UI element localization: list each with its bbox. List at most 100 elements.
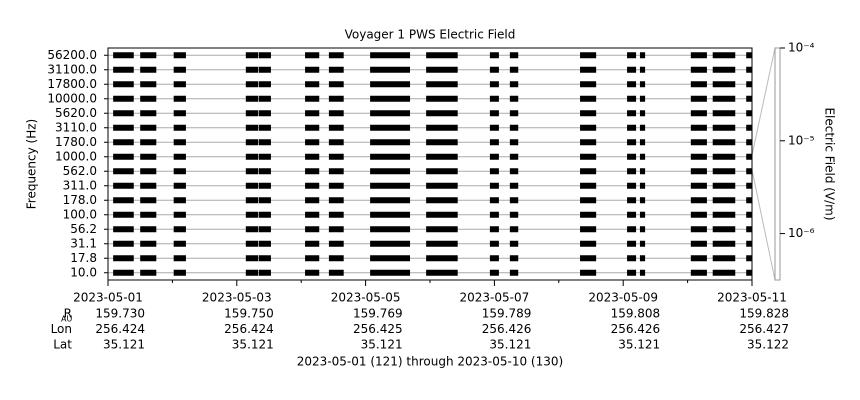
coverage-bar — [746, 81, 752, 88]
coverage-bar — [639, 153, 646, 160]
y-tick-label: 178.0 — [63, 193, 97, 207]
coverage-bar — [113, 124, 134, 131]
coverage-bar — [509, 255, 519, 262]
coverage-bar — [328, 52, 344, 59]
coverage-bar — [258, 81, 271, 88]
coverage-bar — [140, 255, 157, 262]
coverage-bar — [489, 168, 499, 175]
coverage-bar — [489, 211, 499, 218]
ephemeris-name: Lon — [51, 322, 72, 336]
coverage-bar — [113, 168, 134, 175]
ephemeris-value: 159.730 — [95, 307, 145, 321]
coverage-bar — [305, 81, 320, 88]
colorbar — [774, 47, 781, 281]
coverage-bar — [627, 153, 637, 160]
coverage-bar — [113, 226, 134, 233]
coverage-bar — [370, 52, 411, 59]
coverage-bar — [509, 139, 519, 146]
coverage-bar — [746, 197, 752, 204]
coverage-bar — [639, 124, 646, 131]
coverage-bar — [113, 269, 134, 276]
coverage-bar — [489, 52, 499, 59]
coverage-bar — [489, 269, 499, 276]
coverage-bar — [580, 66, 597, 73]
coverage-bar — [173, 269, 186, 276]
coverage-bar — [113, 182, 134, 189]
coverage-bar — [328, 81, 344, 88]
x-axis-label: 2023-05-01 (121) through 2023-05-10 (130… — [297, 355, 563, 369]
coverage-bar — [690, 153, 707, 160]
coverage-bar — [328, 255, 344, 262]
coverage-bar — [746, 182, 752, 189]
coverage-bar — [140, 95, 157, 102]
ephemeris-value: 159.750 — [224, 307, 274, 321]
coverage-bar — [173, 211, 186, 218]
coverage-bar — [245, 240, 259, 247]
coverage-bar — [627, 269, 637, 276]
coverage-bar — [627, 197, 637, 204]
coverage-bar — [245, 269, 259, 276]
ephemeris-value: 256.424 — [95, 322, 145, 336]
coverage-bar — [173, 52, 186, 59]
coverage-bar — [258, 182, 271, 189]
coverage-bar — [370, 66, 411, 73]
ephemeris-value: 256.426 — [611, 322, 661, 336]
y-tick-label: 100.0 — [63, 207, 97, 221]
coverage-bar — [627, 66, 637, 73]
coverage-bar — [712, 182, 736, 189]
coverage-bar — [305, 255, 320, 262]
coverage-bar — [173, 226, 186, 233]
coverage-bar — [305, 197, 320, 204]
y-tick-label: 562.0 — [63, 164, 97, 178]
coverage-bar — [509, 182, 519, 189]
coverage-bar — [370, 211, 411, 218]
coverage-bar — [173, 95, 186, 102]
coverage-bar — [140, 153, 157, 160]
coverage-bar — [580, 197, 597, 204]
ephemeris-value: 256.427 — [739, 322, 789, 336]
coverage-bar — [580, 255, 597, 262]
coverage-bar — [639, 255, 646, 262]
coverage-bar — [305, 139, 320, 146]
coverage-bar — [639, 211, 646, 218]
y-tick-label: 3110.0 — [55, 120, 97, 134]
coverage-bar — [173, 110, 186, 117]
coverage-bar — [245, 153, 259, 160]
colorbar-label: Electric Field (V/m) — [823, 107, 837, 220]
coverage-bar — [140, 240, 157, 247]
coverage-bar — [426, 240, 458, 247]
coverage-bar — [328, 124, 344, 131]
colorbar-connector — [751, 169, 776, 281]
coverage-bar — [245, 168, 259, 175]
coverage-bar — [173, 240, 186, 247]
coverage-bar — [328, 139, 344, 146]
y-tick-label: 31.1 — [70, 236, 97, 250]
coverage-bar — [580, 226, 597, 233]
coverage-bar — [258, 139, 271, 146]
coverage-bar — [328, 240, 344, 247]
ephemeris-value: 35.122 — [747, 338, 789, 352]
coverage-bar — [426, 168, 458, 175]
coverage-bar — [489, 153, 499, 160]
coverage-bar — [712, 95, 736, 102]
y-tick-label: 56.2 — [70, 222, 97, 236]
coverage-bar — [305, 168, 320, 175]
coverage-bar — [509, 211, 519, 218]
coverage-bar — [173, 153, 186, 160]
coverage-bar — [113, 197, 134, 204]
coverage-bar — [509, 95, 519, 102]
coverage-bar — [712, 124, 736, 131]
coverage-bar — [173, 124, 186, 131]
coverage-bar — [509, 168, 519, 175]
coverage-bar — [370, 197, 411, 204]
coverage-bar — [245, 52, 259, 59]
coverage-bar — [258, 269, 271, 276]
coverage-bar — [712, 168, 736, 175]
coverage-bar — [173, 197, 186, 204]
coverage-bar — [627, 95, 637, 102]
coverage-bar — [712, 66, 736, 73]
coverage-bar — [639, 95, 646, 102]
coverage-bar — [258, 226, 271, 233]
coverage-bar — [639, 66, 646, 73]
y-tick-label: 5620.0 — [55, 106, 97, 120]
